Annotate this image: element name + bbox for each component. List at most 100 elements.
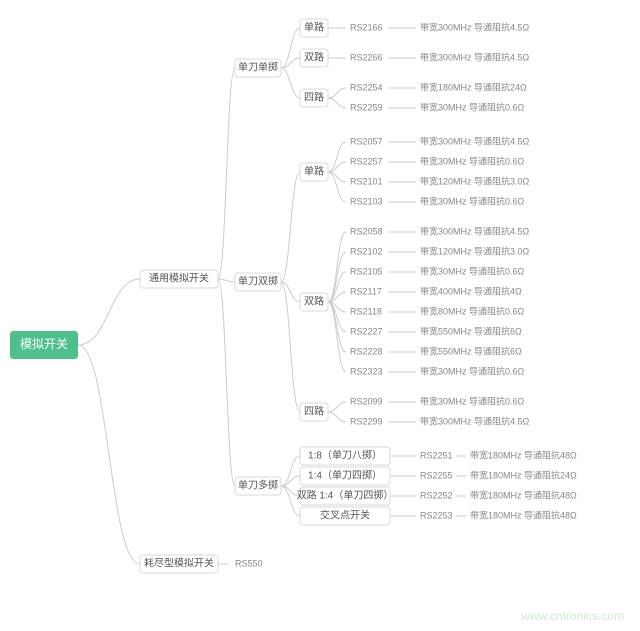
svg-text:RS2259: RS2259 — [350, 102, 383, 112]
svg-text:RS2257: RS2257 — [350, 156, 383, 166]
svg-text:RS2102: RS2102 — [350, 246, 383, 256]
svg-text:RS550: RS550 — [235, 558, 263, 568]
svg-text:带宽30MHz 导通阻抗0.6Ω: 带宽30MHz 导通阻抗0.6Ω — [420, 365, 525, 376]
part-row: RS2117 带宽400MHz 导通阻抗4Ω — [350, 285, 522, 296]
svg-text:单刀双掷: 单刀双掷 — [238, 275, 278, 288]
svg-text:带宽300MHz 导通阻抗4.5Ω: 带宽300MHz 导通阻抗4.5Ω — [420, 135, 530, 146]
svg-text:单刀多掷: 单刀多掷 — [238, 479, 278, 492]
svg-text:RS2105: RS2105 — [350, 266, 383, 276]
part-row: RS550 — [235, 558, 263, 568]
svg-text:RS2323: RS2323 — [350, 366, 383, 376]
part-row: RS2253 带宽180MHz 导通阻抗48Ω — [420, 509, 577, 520]
svg-text:带宽30MHz 导通阻抗0.6Ω: 带宽30MHz 导通阻抗0.6Ω — [420, 395, 525, 406]
part-row: RS2323 带宽30MHz 导通阻抗0.6Ω — [350, 365, 525, 376]
branch-l4: 四路 — [300, 89, 328, 107]
svg-text:带宽30MHz 导通阻抗0.6Ω: 带宽30MHz 导通阻抗0.6Ω — [420, 265, 525, 276]
svg-text:带宽180MHz 导通阻抗48Ω: 带宽180MHz 导通阻抗48Ω — [470, 449, 577, 460]
svg-text:带宽180MHz 导通阻抗24Ω: 带宽180MHz 导通阻抗24Ω — [420, 81, 527, 92]
svg-text:带宽550MHz 导通阻抗6Ω: 带宽550MHz 导通阻抗6Ω — [420, 325, 522, 336]
svg-text:带宽300MHz 导通阻抗4.5Ω: 带宽300MHz 导通阻抗4.5Ω — [420, 415, 530, 426]
svg-text:带宽80MHz 导通阻抗0.6Ω: 带宽80MHz 导通阻抗0.6Ω — [420, 305, 525, 316]
svg-text:带宽400MHz 导通阻抗4Ω: 带宽400MHz 导通阻抗4Ω — [420, 285, 522, 296]
svg-text:带宽180MHz 导通阻抗48Ω: 带宽180MHz 导通阻抗48Ω — [470, 509, 577, 520]
branch-l4: 四路 — [300, 403, 328, 421]
part-row: RS2102 带宽120MHz 导通阻抗3.0Ω — [350, 245, 530, 256]
branch-l3: 单刀双掷 — [235, 273, 281, 291]
branch-l4b: 1:4（单刀四掷） — [300, 467, 390, 485]
part-row: RS2266 带宽300MHz 导通阻抗4.5Ω — [350, 51, 530, 62]
svg-text:1:8（单刀八掷）: 1:8（单刀八掷） — [308, 449, 382, 462]
part-row: RS2254 带宽180MHz 导通阻抗24Ω — [350, 81, 527, 92]
svg-text:RS2058: RS2058 — [350, 226, 383, 236]
svg-text:双路 1:4（单刀四掷）: 双路 1:4（单刀四掷） — [297, 489, 394, 502]
part-row: RS2257 带宽30MHz 导通阻抗0.6Ω — [350, 155, 525, 166]
svg-text:带宽550MHz 导通阻抗6Ω: 带宽550MHz 导通阻抗6Ω — [420, 345, 522, 356]
part-row: RS2166 带宽300MHz 导通阻抗4.5Ω — [350, 21, 530, 32]
svg-text:RS2299: RS2299 — [350, 416, 383, 426]
svg-text:RS2103: RS2103 — [350, 196, 383, 206]
part-row: RS2228 带宽550MHz 导通阻抗6Ω — [350, 345, 522, 356]
svg-text:双路: 双路 — [304, 295, 324, 308]
part-row: RS2255 带宽180MHz 导通阻抗24Ω — [420, 469, 577, 480]
svg-text:耗尽型模拟开关: 耗尽型模拟开关 — [144, 557, 214, 570]
svg-text:带宽30MHz 导通阻抗0.6Ω: 带宽30MHz 导通阻抗0.6Ω — [420, 195, 525, 206]
svg-text:带宽300MHz 导通阻抗4.5Ω: 带宽300MHz 导通阻抗4.5Ω — [420, 225, 530, 236]
svg-text:RS2252: RS2252 — [420, 490, 453, 500]
part-row: RS2227 带宽550MHz 导通阻抗6Ω — [350, 325, 522, 336]
part-row: RS2105 带宽30MHz 导通阻抗0.6Ω — [350, 265, 525, 276]
svg-text:单刀单掷: 单刀单掷 — [238, 61, 278, 74]
branch-l4: 双路 — [300, 49, 328, 67]
branch-l4: 单路 — [300, 163, 328, 181]
branch-l3: 单刀多掷 — [235, 477, 281, 495]
part-row: RS2251 带宽180MHz 导通阻抗48Ω — [420, 449, 577, 460]
svg-text:RS2251: RS2251 — [420, 450, 453, 460]
svg-text:RS2254: RS2254 — [350, 82, 383, 92]
svg-text:四路: 四路 — [304, 91, 324, 104]
part-row: RS2259 带宽30MHz 导通阻抗0.6Ω — [350, 101, 525, 112]
svg-text:RS2099: RS2099 — [350, 396, 383, 406]
root-node: 模拟开关 — [10, 331, 78, 359]
part-row: RS2058 带宽300MHz 导通阻抗4.5Ω — [350, 225, 530, 236]
svg-text:RS2228: RS2228 — [350, 346, 383, 356]
svg-text:RS2266: RS2266 — [350, 52, 383, 62]
svg-text:1:4（单刀四掷）: 1:4（单刀四掷） — [308, 469, 382, 482]
part-row: RS2252 带宽180MHz 导通阻抗48Ω — [420, 489, 577, 500]
svg-text:带宽30MHz 导通阻抗0.6Ω: 带宽30MHz 导通阻抗0.6Ω — [420, 101, 525, 112]
svg-text:RS2166: RS2166 — [350, 22, 383, 32]
svg-text:RS2057: RS2057 — [350, 136, 383, 146]
branch-l4b: 交叉点开关 — [300, 507, 390, 525]
svg-text:带宽120MHz 导通阻抗3.0Ω: 带宽120MHz 导通阻抗3.0Ω — [420, 175, 530, 186]
svg-text:带宽180MHz 导通阻抗24Ω: 带宽180MHz 导通阻抗24Ω — [470, 469, 577, 480]
branch-l4: 单路 — [300, 19, 328, 37]
svg-text:RS2227: RS2227 — [350, 326, 383, 336]
svg-text:RS2101: RS2101 — [350, 176, 383, 186]
branch-l4b: 双路 1:4（单刀四掷） — [297, 487, 394, 505]
svg-text:单路: 单路 — [304, 165, 324, 178]
part-row: RS2101 带宽120MHz 导通阻抗3.0Ω — [350, 175, 530, 186]
svg-text:RS2255: RS2255 — [420, 470, 453, 480]
svg-text:单路: 单路 — [304, 21, 324, 34]
svg-text:四路: 四路 — [304, 405, 324, 418]
branch-l2: 耗尽型模拟开关 — [140, 555, 218, 573]
svg-text:模拟开关: 模拟开关 — [20, 337, 68, 351]
watermark: www.cntronics.com — [521, 609, 624, 623]
svg-text:带宽120MHz 导通阻抗3.0Ω: 带宽120MHz 导通阻抗3.0Ω — [420, 245, 530, 256]
svg-text:双路: 双路 — [304, 51, 324, 64]
svg-text:通用模拟开关: 通用模拟开关 — [149, 272, 209, 285]
svg-text:交叉点开关: 交叉点开关 — [320, 509, 370, 522]
svg-text:RS2118: RS2118 — [350, 306, 382, 316]
svg-text:带宽300MHz 导通阻抗4.5Ω: 带宽300MHz 导通阻抗4.5Ω — [420, 51, 530, 62]
svg-text:带宽300MHz 导通阻抗4.5Ω: 带宽300MHz 导通阻抗4.5Ω — [420, 21, 530, 32]
svg-text:RS2253: RS2253 — [420, 510, 453, 520]
part-row: RS2057 带宽300MHz 导通阻抗4.5Ω — [350, 135, 530, 146]
part-row: RS2118 带宽80MHz 导通阻抗0.6Ω — [350, 305, 525, 316]
part-row: RS2099 带宽30MHz 导通阻抗0.6Ω — [350, 395, 525, 406]
svg-text:带宽30MHz 导通阻抗0.6Ω: 带宽30MHz 导通阻抗0.6Ω — [420, 155, 525, 166]
branch-l3: 单刀单掷 — [235, 59, 281, 77]
svg-text:RS2117: RS2117 — [350, 286, 382, 296]
branch-l2: 通用模拟开关 — [140, 270, 218, 288]
part-row: RS2103 带宽30MHz 导通阻抗0.6Ω — [350, 195, 525, 206]
part-row: RS2299 带宽300MHz 导通阻抗4.5Ω — [350, 415, 530, 426]
svg-text:带宽180MHz 导通阻抗48Ω: 带宽180MHz 导通阻抗48Ω — [470, 489, 577, 500]
branch-l4: 双路 — [300, 293, 328, 311]
